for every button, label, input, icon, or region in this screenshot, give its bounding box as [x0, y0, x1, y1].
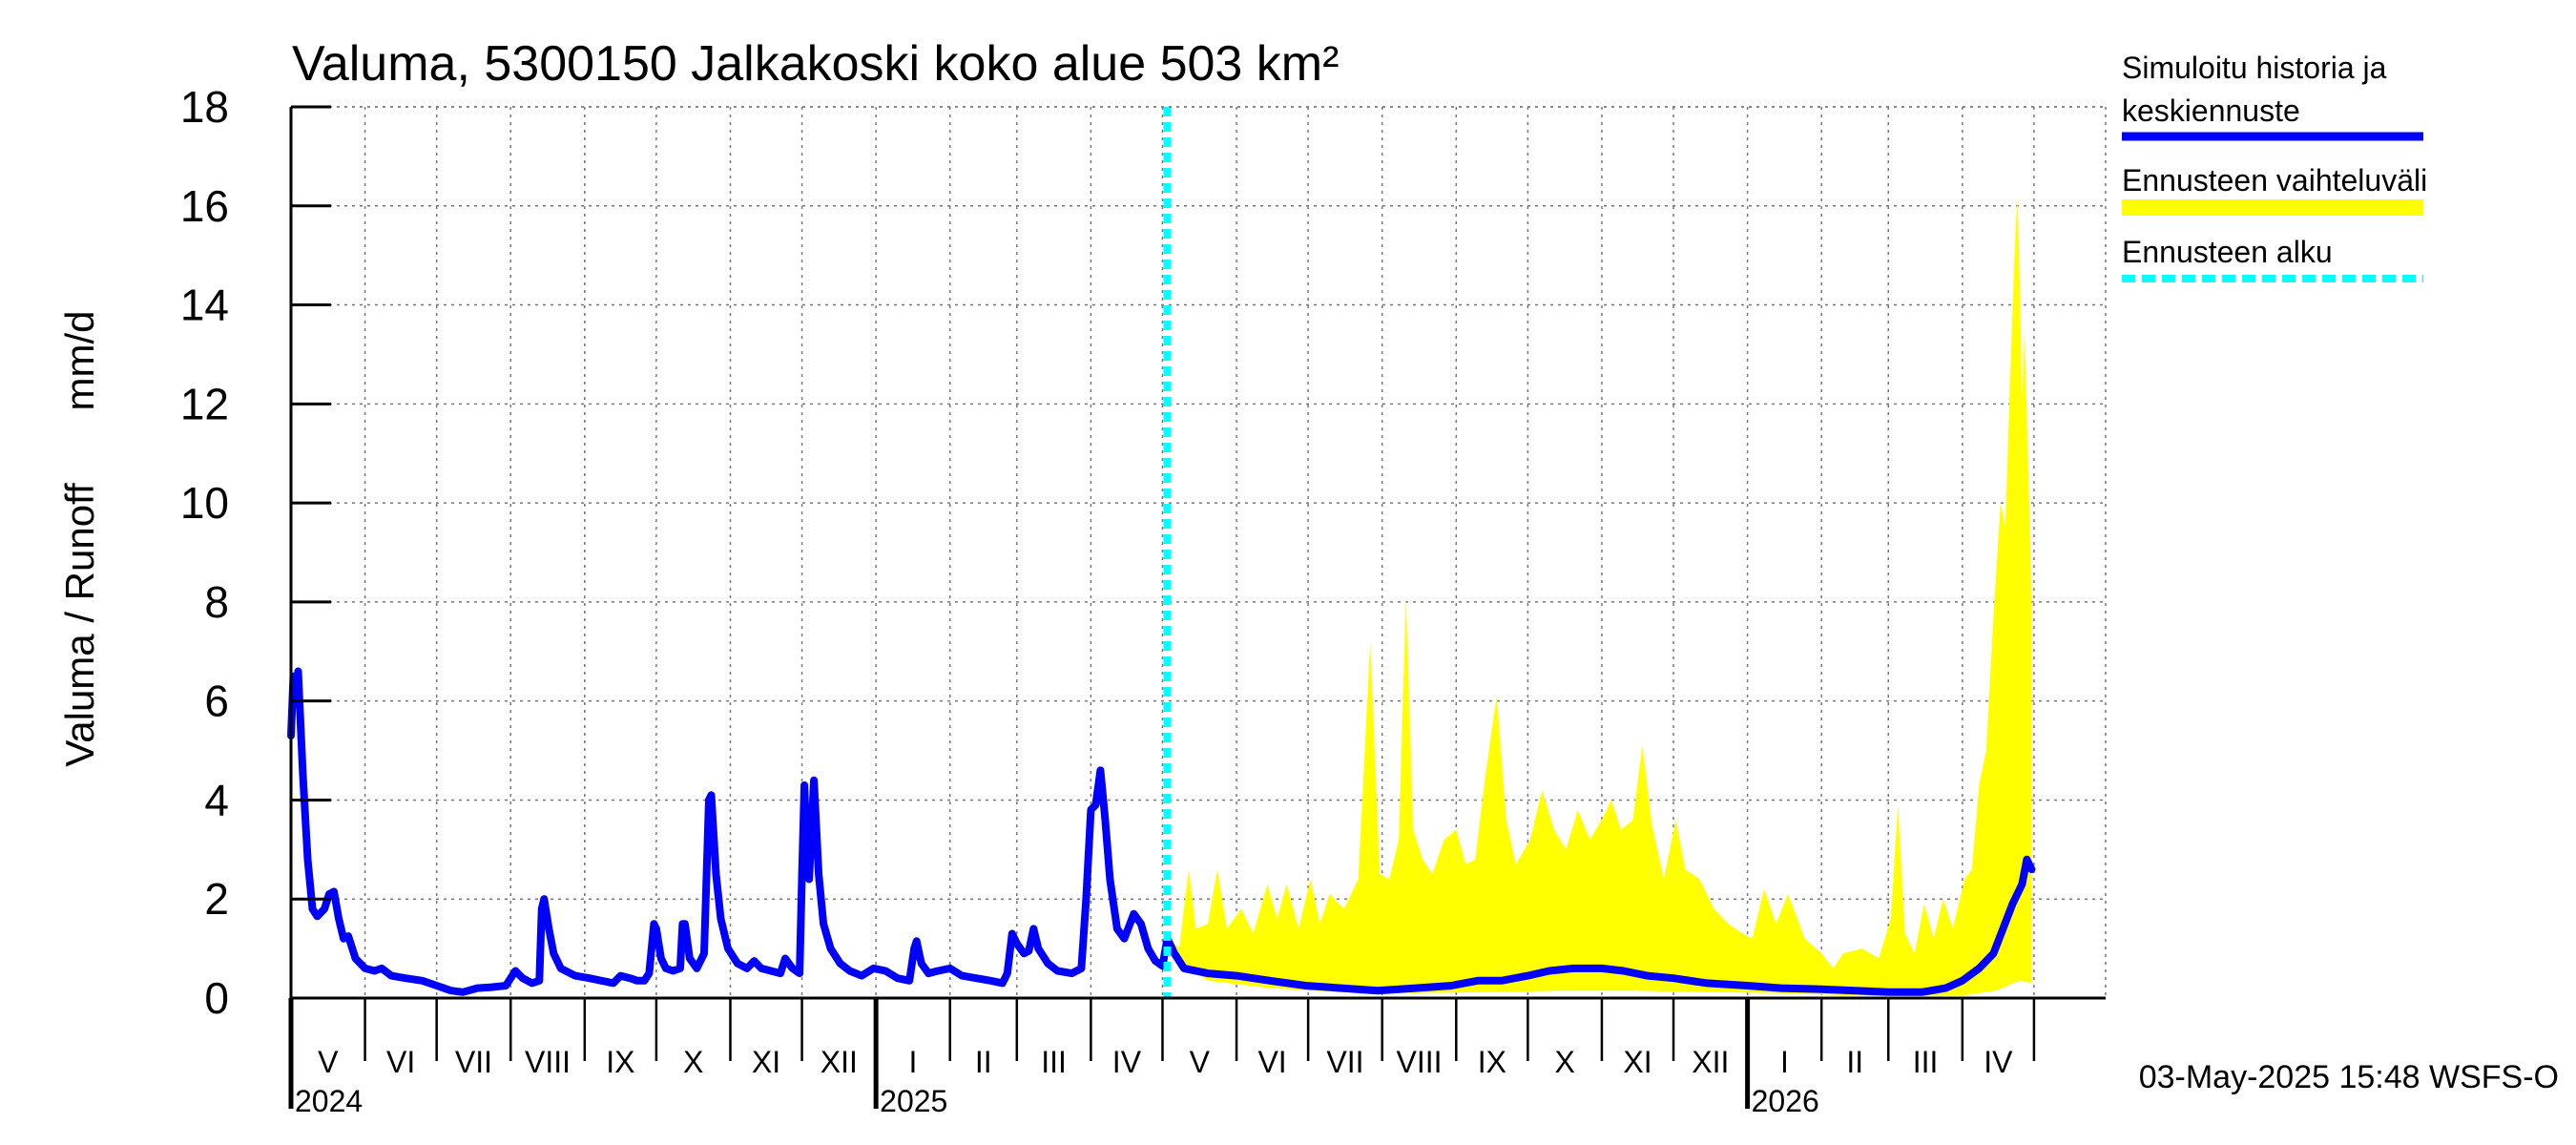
month-label: III [1913, 1045, 1939, 1079]
y-tick-label: 2 [204, 874, 229, 924]
y-axis: 0 2 4 6 8 10 12 14 16 18 [180, 82, 331, 1023]
forecast-band [1167, 196, 2032, 996]
forecast-range-area [1167, 196, 2032, 996]
gridlines [291, 106, 2106, 998]
month-label: XI [752, 1045, 780, 1079]
footer-timestamp: 03-May-2025 15:48 WSFS-O [2139, 1059, 2559, 1095]
median-line [287, 667, 2036, 996]
month-label: VI [1257, 1045, 1286, 1079]
year-label: 2025 [880, 1084, 947, 1118]
month-label: X [683, 1045, 703, 1079]
month-label: VI [386, 1045, 415, 1079]
median-series [287, 667, 2036, 996]
y-tick-label: 16 [180, 181, 229, 231]
month-label: VIII [525, 1045, 571, 1079]
month-label: I [1780, 1045, 1789, 1079]
month-label: X [1554, 1045, 1574, 1079]
month-label: II [1846, 1045, 1863, 1079]
month-label: VII [455, 1045, 492, 1079]
y-axis-label-unit: mm/d [57, 311, 102, 411]
month-label: IV [1984, 1045, 2013, 1079]
month-label: XII [821, 1045, 858, 1079]
month-label: III [1041, 1045, 1067, 1079]
x-axis: V VI VII VIII IX X XI XII I II III IV V VI VII VIII IX X X… [288, 998, 2036, 1118]
plot-frame [289, 106, 2107, 1000]
y-tick-label: 4 [204, 775, 229, 824]
month-label: IX [1478, 1045, 1506, 1079]
y-axis-label-main: Valuma / Runoff [57, 483, 102, 767]
chart-title: Valuma, 5300150 Jalkakoski koko alue 503… [292, 36, 1339, 92]
y-tick-label: 0 [204, 973, 229, 1023]
month-label: XII [1692, 1045, 1729, 1079]
legend-label-range: Ennusteen vaihteluväli [2122, 163, 2427, 198]
month-label: IX [606, 1045, 634, 1079]
month-label: I [908, 1045, 917, 1079]
legend-label-median: keskiennuste [2122, 94, 2300, 128]
y-tick-label: 14 [180, 281, 229, 330]
y-tick-label: 12 [180, 379, 229, 428]
y-tick-label: 18 [180, 82, 229, 132]
y-tick-label: 6 [204, 677, 229, 726]
legend-label-median: Simuloitu historia ja [2122, 51, 2387, 85]
y-tick-label: 8 [204, 577, 229, 627]
month-label: IV [1112, 1045, 1142, 1079]
year-label: 2024 [295, 1084, 363, 1118]
y-axis-label: Valuma / Runoff mm/d [57, 311, 102, 767]
legend-label-forecast-start: Ennusteen alku [2122, 235, 2333, 269]
month-label: II [975, 1045, 992, 1079]
legend: Simuloitu historia ja keskiennuste Ennuste… [2122, 51, 2427, 282]
year-label: 2026 [1752, 1084, 1819, 1118]
month-label: V [1190, 1045, 1211, 1079]
month-label: V [318, 1045, 339, 1079]
month-label: VIII [1396, 1045, 1442, 1079]
month-label: XI [1623, 1045, 1652, 1079]
month-label: VII [1326, 1045, 1363, 1079]
y-tick-label: 10 [180, 478, 229, 528]
legend-swatch-range [2122, 199, 2423, 216]
